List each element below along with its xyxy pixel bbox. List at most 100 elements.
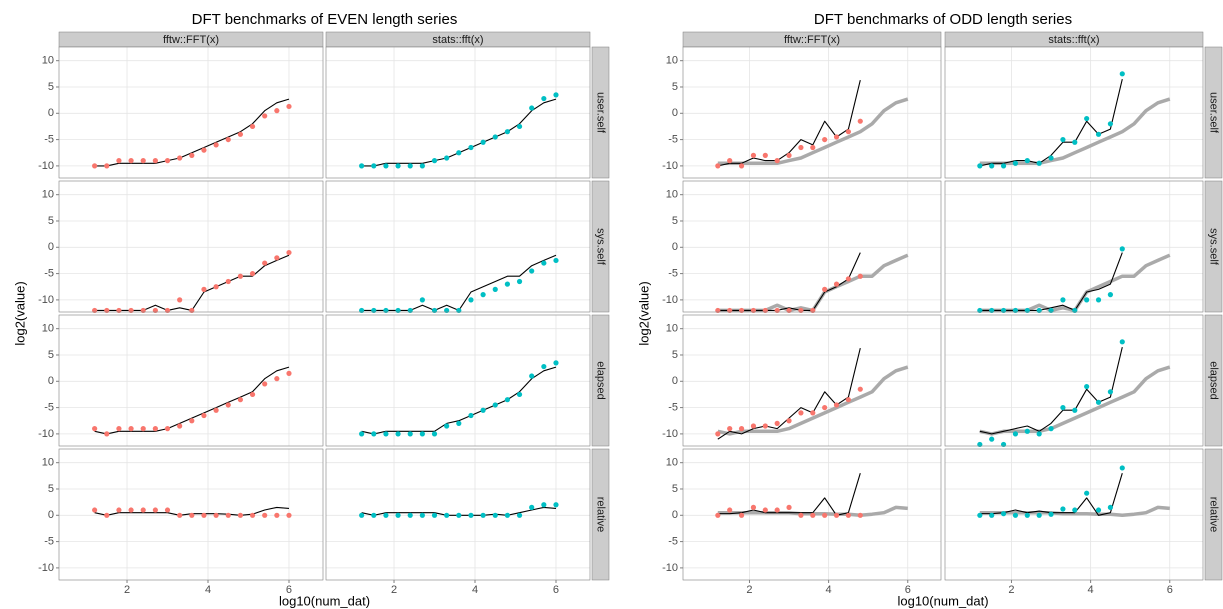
- point: [492, 134, 498, 140]
- point: [762, 423, 768, 429]
- point: [989, 512, 995, 518]
- y-tick-label: -5: [668, 402, 678, 414]
- column-strip-label: fftw::FFT(x): [163, 34, 219, 46]
- row-strip-label: elapsed: [1208, 361, 1220, 400]
- point: [286, 512, 292, 518]
- point: [857, 512, 863, 518]
- point: [504, 512, 510, 518]
- point: [456, 150, 462, 156]
- point: [1048, 511, 1054, 517]
- point: [516, 391, 523, 398]
- panel-border: [325, 448, 591, 581]
- y-axis-title: log2(value): [636, 281, 651, 345]
- row-strip: [591, 46, 610, 179]
- x-axis-title: log10(num_dat): [279, 593, 370, 608]
- row-strip-label: relative: [595, 497, 607, 532]
- panel: [944, 314, 1204, 448]
- point: [774, 158, 780, 164]
- x-axis-title: log10(num_dat): [897, 593, 988, 608]
- point: [1036, 512, 1042, 518]
- point: [1084, 383, 1090, 390]
- point: [1084, 297, 1090, 303]
- point: [225, 278, 231, 285]
- point: [371, 431, 377, 437]
- point: [201, 147, 207, 153]
- panel: [325, 448, 591, 581]
- point: [857, 118, 863, 124]
- point: [395, 431, 401, 437]
- y-tick-label: 5: [48, 81, 54, 93]
- row-strip: [1204, 448, 1223, 581]
- panel: [58, 180, 324, 314]
- panel-background: [683, 47, 941, 178]
- y-tick-label: 0: [672, 241, 678, 253]
- point: [480, 512, 486, 518]
- y-tick-label: 5: [672, 81, 678, 93]
- point: [431, 512, 438, 518]
- panel-background: [945, 181, 1203, 312]
- point: [750, 504, 757, 510]
- point: [977, 512, 983, 518]
- panel-border: [944, 180, 1204, 313]
- point: [857, 273, 863, 279]
- point: [1048, 155, 1054, 161]
- row-strip-label: elapsed: [595, 361, 607, 400]
- point: [1036, 431, 1042, 437]
- series-line: [94, 366, 290, 435]
- point: [529, 373, 535, 379]
- reference-line: [979, 365, 1171, 436]
- point: [1084, 115, 1090, 122]
- panel-background: [59, 181, 323, 312]
- point: [359, 431, 365, 437]
- point: [989, 436, 995, 442]
- point: [774, 420, 780, 426]
- point: [541, 260, 547, 266]
- row-strip-label: sys.self: [595, 228, 607, 266]
- column-strip-label: stats::fft(x): [432, 34, 483, 46]
- point: [468, 144, 474, 151]
- point: [529, 268, 535, 274]
- y-tick-label: 5: [672, 349, 678, 361]
- point: [213, 142, 219, 148]
- reference-line: [979, 97, 1171, 166]
- point: [845, 397, 852, 403]
- point: [833, 402, 840, 408]
- point: [444, 512, 450, 518]
- reference-line: [979, 505, 1170, 518]
- y-tick-label: -5: [44, 402, 54, 414]
- point: [152, 158, 158, 164]
- point: [786, 504, 792, 510]
- point: [1024, 428, 1030, 434]
- point: [492, 286, 498, 292]
- point: [213, 284, 219, 290]
- row-strip: [1204, 180, 1223, 313]
- point: [822, 404, 828, 411]
- point: [1095, 131, 1102, 137]
- y-tick-label: -5: [668, 268, 678, 280]
- point: [553, 92, 559, 98]
- point: [444, 155, 450, 161]
- point: [395, 163, 401, 169]
- x-tick-label: 6: [905, 584, 911, 596]
- point: [359, 163, 365, 169]
- point: [822, 512, 828, 518]
- point: [201, 286, 207, 292]
- panel-background: [326, 47, 590, 178]
- point: [1060, 506, 1066, 512]
- point: [822, 286, 828, 292]
- y-tick-label: 5: [48, 483, 54, 495]
- panel-border: [682, 314, 942, 447]
- point: [140, 507, 146, 513]
- y-tick-label: -10: [38, 160, 54, 172]
- y-tick-label: -10: [662, 428, 678, 440]
- point: [274, 512, 280, 518]
- point: [456, 420, 462, 426]
- panel: [682, 46, 942, 179]
- y-tick-label: -5: [668, 536, 678, 548]
- point: [274, 376, 280, 382]
- point: [225, 402, 231, 408]
- point: [977, 163, 983, 169]
- point: [237, 131, 243, 137]
- point: [553, 360, 559, 366]
- point: [92, 426, 98, 432]
